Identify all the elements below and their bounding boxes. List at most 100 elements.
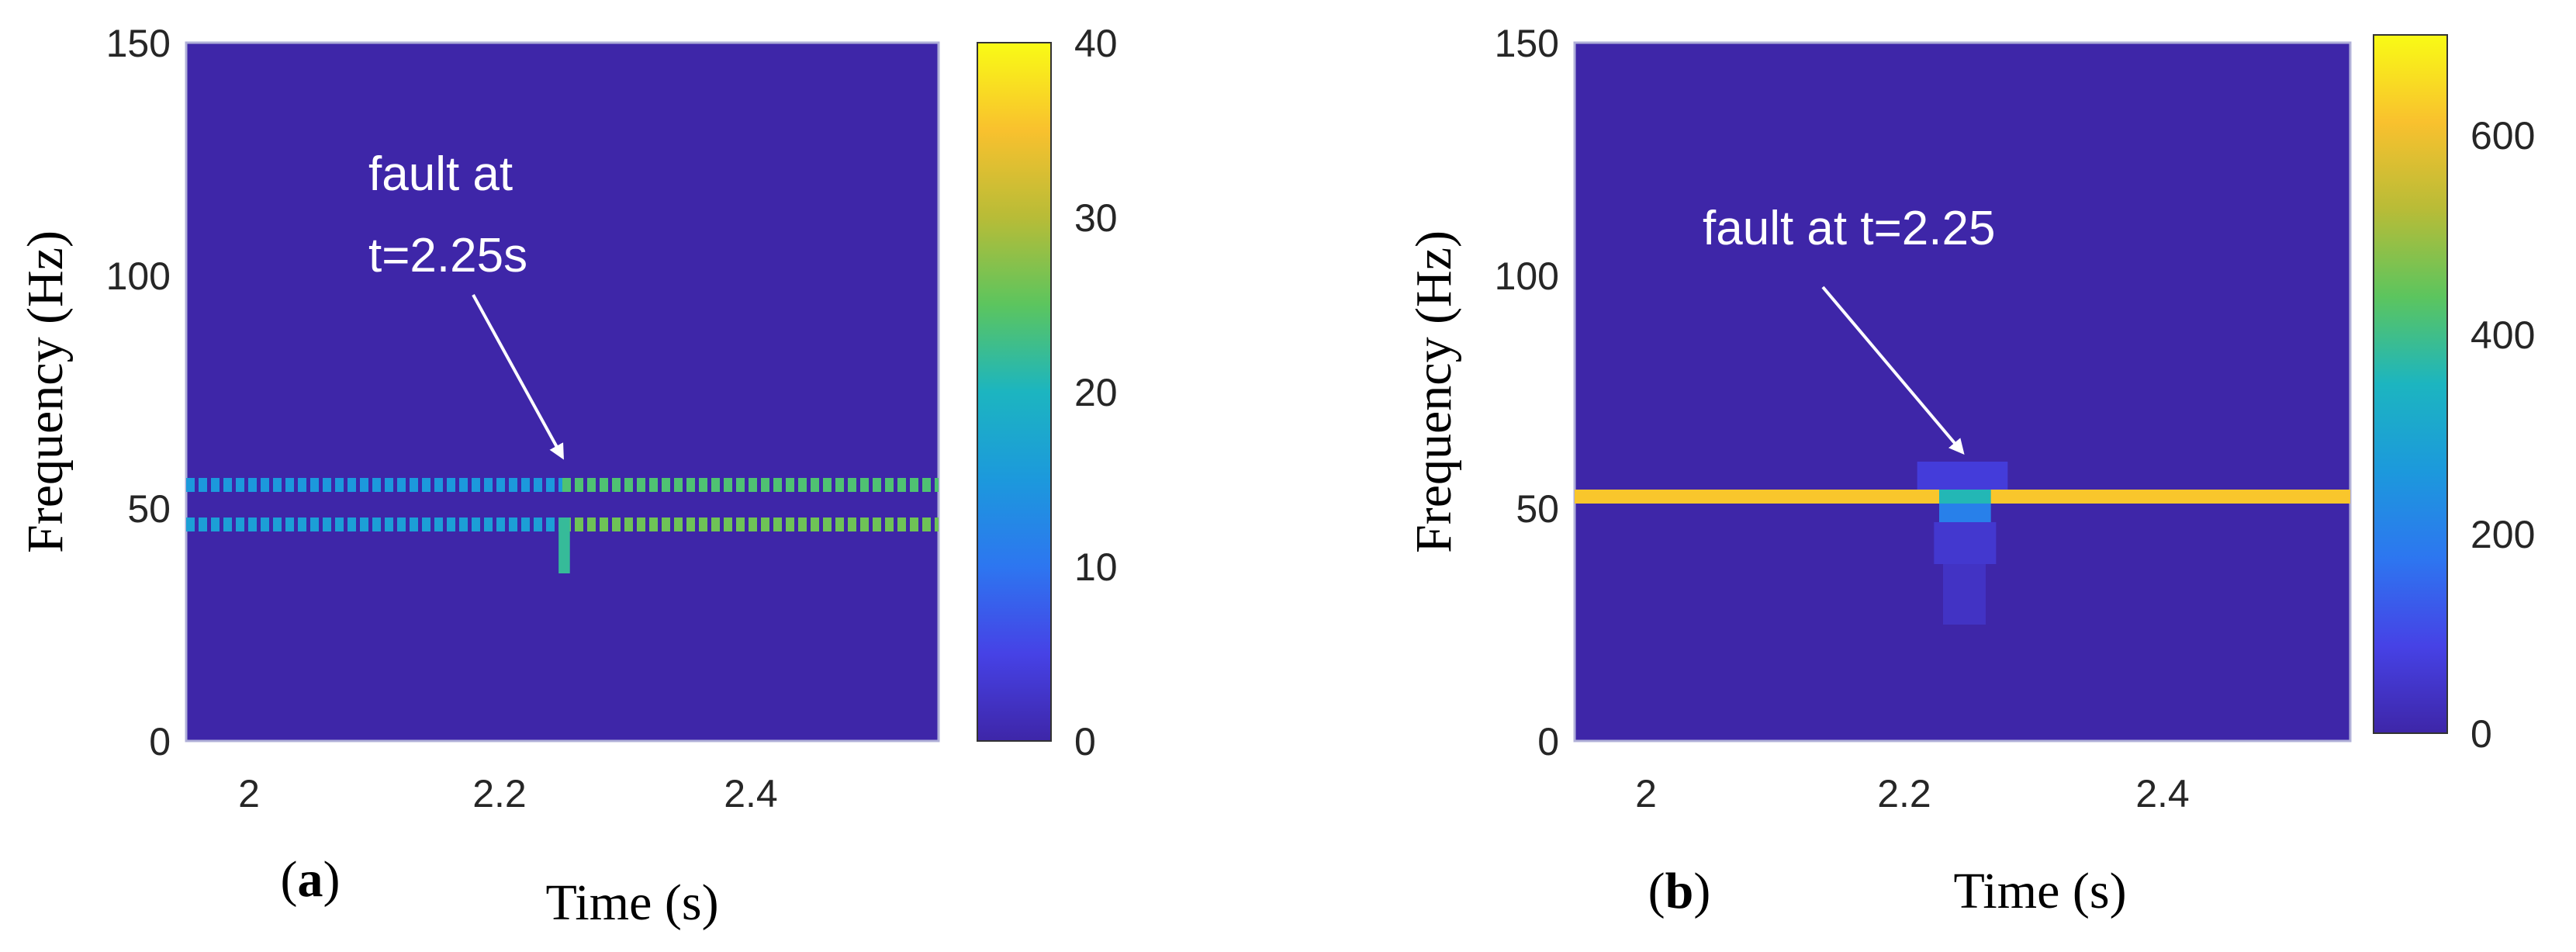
panel-a-band-1-segment: [186, 518, 195, 531]
panel-b-plot-area: [1573, 41, 2352, 743]
panel-a-band-2-segment: [910, 478, 918, 492]
panel-a-band-1-segment: [410, 518, 418, 531]
panel-a-ytick-label: 100: [106, 254, 171, 298]
panel-a-band-0-segment: [397, 478, 406, 492]
panel-a-band-2-segment: [724, 478, 732, 492]
panel-a-ytick-label: 150: [106, 22, 171, 65]
panel-a-band-3-segment: [662, 518, 670, 531]
panel-a-band-0-segment: [186, 478, 195, 492]
panel-a-band-1-segment: [323, 518, 331, 531]
panel-a-ytick-label: 50: [127, 487, 171, 531]
panel-a-band-0-segment: [422, 478, 430, 492]
panel-a-band-3-segment: [860, 518, 869, 531]
panel-a-band-1-segment: [348, 518, 356, 531]
panel-a-band-3-segment: [724, 518, 732, 531]
panel-b: fault at t=2.25 150 100 50 0 2 2.2 2.4 F…: [1406, 22, 2535, 919]
panel-a-band-2-segment: [686, 478, 695, 492]
panel-a-band-2-segment: [823, 478, 832, 492]
panel-b-bands: [1575, 462, 2350, 625]
panel-b-annotation-line-1: fault at t=2.25: [1703, 202, 1995, 255]
panel-a-band-2-segment: [711, 478, 720, 492]
panel-a-colorbar-tick: 30: [1074, 196, 1118, 240]
panel-a-band-0-segment: [447, 478, 455, 492]
panel-a-band-1-segment: [459, 518, 468, 531]
panel-a-band-1-segment: [546, 518, 555, 531]
panel-a-band-2-segment: [848, 478, 856, 492]
panel-a-band-0-segment: [310, 478, 319, 492]
panel-a-band-1-segment: [298, 518, 306, 531]
panel-a-band-2-segment: [562, 478, 571, 492]
panel-a-band-2-segment: [798, 478, 807, 492]
panel-a-y-axis-label: Frequency (Hz): [17, 230, 74, 553]
panel-a-band-1-segment: [285, 518, 294, 531]
panel-a-band-2-segment: [699, 478, 707, 492]
panel-a-band-0-segment: [385, 478, 393, 492]
panel-a-band-3-segment: [773, 518, 782, 531]
panel-b-colorbar-tick: 200: [2471, 513, 2535, 556]
panel-a-band-3-segment: [848, 518, 856, 531]
panel-a-band-1-segment: [447, 518, 455, 531]
panel-a-band-0-segment: [410, 478, 418, 492]
panel-a-colorbar: [977, 42, 1052, 742]
panel-a-letter: a: [298, 851, 323, 908]
panel-a-band-0-segment: [248, 478, 257, 492]
panel-a-band-2-segment: [873, 478, 881, 492]
panel-a-band-2-segment: [773, 478, 782, 492]
panel-a-band-2-segment: [600, 478, 608, 492]
panel-a-band-3-segment: [897, 518, 906, 531]
panel-a-band-2-segment: [860, 478, 869, 492]
panel-a-band-2-segment: [736, 478, 745, 492]
panel-b-label: (b): [1648, 863, 1711, 919]
panel-a-band-3-segment: [575, 518, 583, 531]
panel-a-annotation-line-2: t=2.25s: [368, 229, 527, 282]
panel-a-band-0-segment: [348, 478, 356, 492]
panel-b-xtick-label: 2.2: [1877, 772, 1931, 815]
panel-a-band-0-segment: [372, 478, 381, 492]
panel-a-band-0-segment: [360, 478, 368, 492]
panel-a-band-3-segment: [674, 518, 683, 531]
panel-a-band-0-segment: [546, 478, 555, 492]
panel-a-band-0-segment: [484, 478, 493, 492]
panel-a-band-3-segment: [798, 518, 807, 531]
panel-a-band-1-segment: [261, 518, 269, 531]
panel-a-colorbar-tick: 10: [1074, 545, 1118, 589]
panel-a-band-2-segment: [885, 478, 894, 492]
panel-a-band-0-segment: [211, 478, 220, 492]
panel-b-letter: b: [1665, 863, 1694, 919]
panel-a-band-1-segment: [211, 518, 220, 531]
panel-a-band-1-segment: [509, 518, 517, 531]
panel-a-band-3-segment: [612, 518, 621, 531]
panel-a-band-0-segment: [261, 478, 269, 492]
panel-a-band-0-segment: [434, 478, 443, 492]
panel-b-colorbar-tick: 400: [2471, 313, 2535, 357]
panel-a-band-3-segment: [699, 518, 707, 531]
panel-b-xtick-label: 2: [1635, 772, 1657, 815]
panel-a-band-2-segment: [835, 478, 844, 492]
panel-a-annotation-arrow: [472, 294, 564, 460]
panel-a-band-1-segment: [472, 518, 480, 531]
panel-a-band-2-segment: [649, 478, 658, 492]
panel-a-band-0-segment: [298, 478, 306, 492]
panel-a-bands: [186, 478, 939, 573]
panel-a-band-3-segment: [624, 518, 633, 531]
panel-a-band-3-segment: [786, 518, 794, 531]
panel-a-xtick-label: 2.4: [724, 772, 778, 815]
panel-a-colorbar-tick: 0: [1074, 720, 1096, 763]
panel-b-band-4: [1934, 522, 1997, 564]
panel-a-band-3-segment: [736, 518, 745, 531]
panel-a-band-1-segment: [335, 518, 344, 531]
panel-a-band-2-segment: [786, 478, 794, 492]
panel-a-band-1-segment: [422, 518, 430, 531]
panel-a-band-1-segment: [496, 518, 505, 531]
panel-a-band-3-segment: [823, 518, 832, 531]
panel-a-band-3-segment: [910, 518, 918, 531]
panel-a-band-0-segment: [534, 478, 542, 492]
panel-a-band-2-segment: [922, 478, 931, 492]
panel-a-band-1-segment: [434, 518, 443, 531]
panel-a-band-0-segment: [496, 478, 505, 492]
panel-a-band-3-segment: [686, 518, 695, 531]
panel-a-band-3-segment: [885, 518, 894, 531]
panel-a-band-1-segment: [360, 518, 368, 531]
panel-a-band-1-segment: [223, 518, 232, 531]
